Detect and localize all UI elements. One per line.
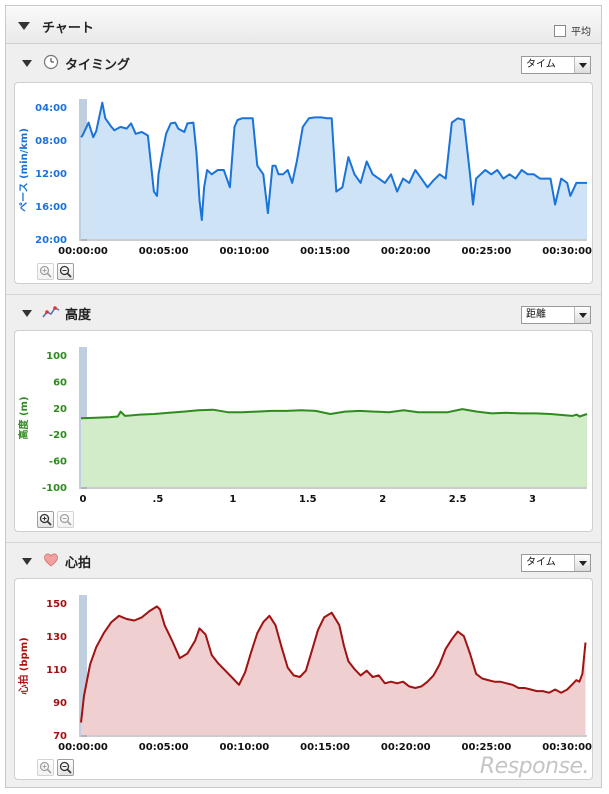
panel-title: チャート (42, 21, 94, 36)
timing-collapse-icon[interactable] (22, 60, 32, 67)
elevation-x-tick-label: 0 (80, 494, 87, 505)
heart-xaxis-select[interactable]: タイム (521, 554, 591, 572)
timing-y-tick-label: 04:00 (35, 103, 67, 114)
elevation-x-tick-label: 1.5 (299, 494, 317, 505)
timing-x-tick-label: 00:15:00 (300, 246, 350, 257)
timing-select-value: タイム (526, 59, 556, 70)
timing-x-tick-label: 00:20:00 (381, 246, 431, 257)
timing-y-axis-label: ペース (min/km) (18, 128, 30, 212)
elevation-section-header: 高度 距離 (6, 295, 601, 329)
zoom-out-button[interactable] (57, 511, 74, 528)
heart-chart-box: 150 130 110 90 70 00:00:00 00:05:00 00:10:00 00:… (14, 578, 593, 780)
timing-title: タイミング (65, 58, 131, 73)
heart-y-tick-label: 150 (46, 599, 67, 610)
heart-icon (44, 553, 58, 567)
chart-panel: チャート 平均 タイミング タイム 04:00 08:00 12:00 16:00 20… (5, 5, 602, 788)
elevation-x-tick-label: 2.5 (449, 494, 467, 505)
timing-y-tick-label: 12:00 (35, 169, 67, 180)
heart-scroll-strip (79, 595, 87, 737)
heart-series-line (80, 605, 587, 723)
elevation-title: 高度 (65, 308, 92, 323)
average-toggle[interactable]: 平均 (554, 23, 591, 38)
elevation-x-tick-label: 3 (529, 494, 536, 505)
elevation-series-line (80, 408, 588, 420)
timing-x-tick-label: 00:05:00 (139, 246, 189, 257)
timing-y-tick-label: 08:00 (35, 136, 67, 147)
elevation-x-tick-label: 1 (229, 494, 236, 505)
clock-icon (43, 54, 59, 70)
elevation-collapse-icon[interactable] (22, 310, 32, 317)
heart-y-tick-label: 90 (53, 698, 67, 709)
timing-y-tick-label: 16:00 (35, 202, 67, 213)
chevron-down-icon (574, 57, 590, 73)
zoom-in-button[interactable] (37, 263, 54, 280)
chevron-down-icon (574, 555, 590, 571)
heart-area (81, 606, 586, 735)
elevation-xaxis-select[interactable]: 距離 (521, 306, 591, 324)
zoom-out-button[interactable] (57, 759, 74, 776)
elevation-y-tick-label: -20 (49, 430, 67, 441)
heart-title: 心拍 (65, 556, 92, 571)
timing-x-tick-label: 00:00:00 (58, 246, 108, 257)
heart-x-tick-label: 00:10:00 (219, 742, 269, 753)
route-icon (42, 306, 60, 318)
heart-y-tick-label: 130 (46, 632, 67, 643)
elevation-y-axis-label: 高度 (m) (17, 396, 30, 439)
elevation-x-tick-label: .5 (153, 494, 164, 505)
heart-y-tick-label: 70 (53, 731, 67, 742)
heart-x-tick-label: 00:00:00 (58, 742, 108, 753)
heart-x-tick-label: 00:15:00 (300, 742, 350, 753)
section-divider (6, 542, 601, 543)
section-divider (6, 294, 601, 295)
heart-collapse-icon[interactable] (22, 558, 32, 565)
zoom-out-button[interactable] (57, 263, 74, 280)
timing-xaxis-select[interactable]: タイム (521, 56, 591, 74)
collapse-triangle-icon[interactable] (18, 22, 30, 30)
zoom-in-icon (39, 265, 52, 278)
timing-section-header: タイミング タイム (6, 45, 601, 79)
timing-chart-box: 04:00 08:00 12:00 16:00 20:00 00:00:00 00:05:0… (14, 82, 593, 284)
heart-y-axis-label: 心拍 (bpm) (17, 637, 30, 694)
zoom-in-icon (39, 513, 52, 526)
elevation-select-value: 距離 (526, 309, 546, 320)
zoom-in-button[interactable] (37, 511, 54, 528)
zoom-out-icon (59, 513, 72, 526)
elevation-y-tick-label: 100 (46, 351, 67, 362)
watermark-logo: Response. (479, 754, 590, 779)
elevation-y-tick-label: -60 (49, 457, 67, 468)
heart-y-tick-label: 110 (46, 665, 67, 676)
average-label: 平均 (571, 27, 591, 38)
heart-x-tick-label: 00:30:00 (542, 742, 592, 753)
elevation-area (81, 409, 587, 487)
timing-series-line (80, 101, 587, 221)
elevation-y-tick-label: 60 (53, 377, 67, 388)
chevron-down-icon (574, 307, 590, 323)
elevation-y-tick-label: 20 (53, 404, 67, 415)
zoom-in-icon (39, 761, 52, 774)
elevation-y-tick-label: -100 (42, 483, 67, 494)
timing-x-tick-label: 00:25:00 (462, 246, 512, 257)
timing-x-tick-label: 00:10:00 (219, 246, 269, 257)
elevation-x-tick-label: 2 (379, 494, 386, 505)
heart-x-tick-label: 00:05:00 (139, 742, 189, 753)
heart-x-tick-label: 00:20:00 (381, 742, 431, 753)
heart-x-tick-label: 00:25:00 (462, 742, 512, 753)
average-checkbox[interactable] (554, 24, 566, 37)
chart-panel-header: チャート 平均 (6, 6, 601, 44)
heart-select-value: タイム (526, 557, 556, 568)
timing-x-tick-label: 00:30:00 (542, 246, 592, 257)
zoom-out-icon (59, 761, 72, 774)
zoom-in-button[interactable] (37, 759, 54, 776)
heart-section-header: 心拍 タイム (6, 543, 601, 577)
zoom-out-icon (59, 265, 72, 278)
timing-y-tick-label: 20:00 (35, 235, 67, 246)
